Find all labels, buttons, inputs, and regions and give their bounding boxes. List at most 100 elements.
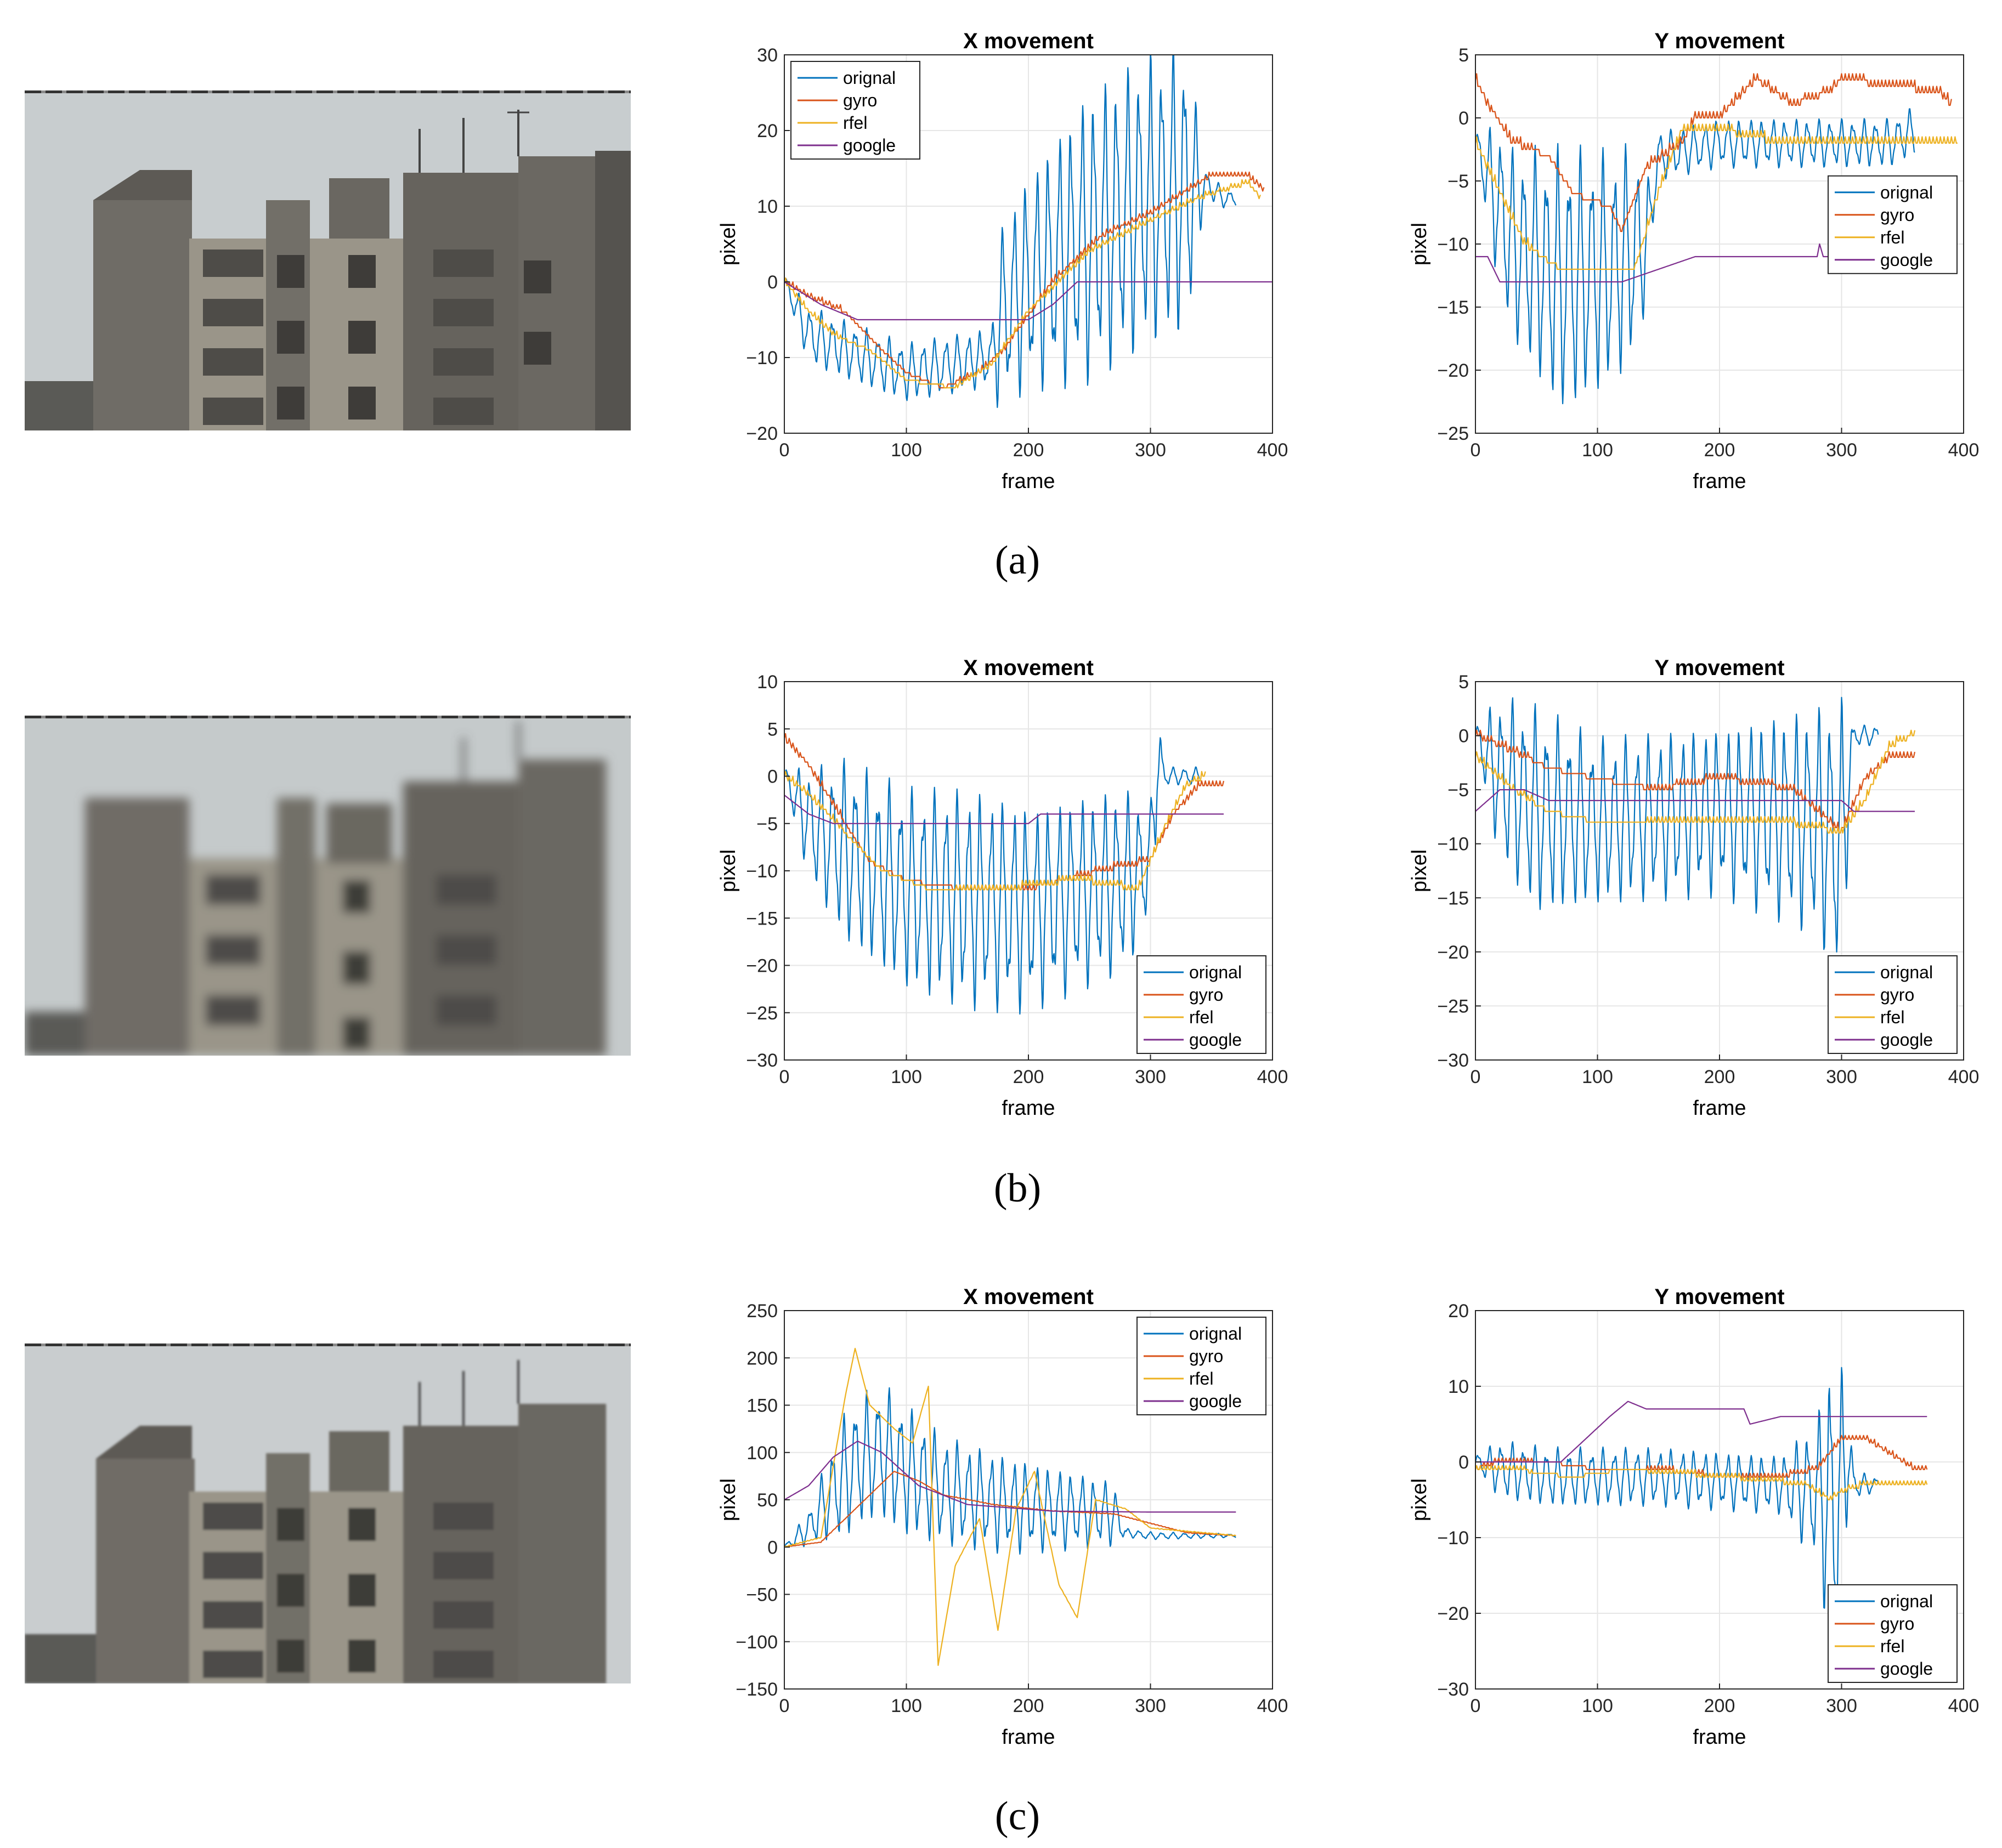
chart-svg: 0 100 200 300 400 −20 −10 0 10 20 30 X movement fram… bbox=[717, 29, 1288, 493]
x-tick-label: 400 bbox=[1257, 1696, 1288, 1716]
legend-label-orignal: orignal bbox=[1880, 962, 1933, 982]
y-tick-label: −15 bbox=[1437, 888, 1469, 909]
y-axis-label: pixel bbox=[1408, 849, 1431, 892]
y-tick-label: 5 bbox=[767, 719, 778, 740]
frame-border-line bbox=[25, 90, 631, 93]
y-tick-label: −10 bbox=[1437, 834, 1469, 855]
x-tick-label: 200 bbox=[1013, 1067, 1044, 1087]
x-axis-label: frame bbox=[1002, 1726, 1055, 1749]
building-illustration bbox=[25, 1344, 631, 1683]
chart-svg: 0 100 200 300 400 −30 −20 −10 0 10 20 Y movement fra… bbox=[1408, 1285, 1980, 1749]
series-line-rfel bbox=[1475, 729, 1916, 834]
x-tick-label: 100 bbox=[1582, 1696, 1613, 1716]
y-tick-label: −10 bbox=[746, 861, 778, 882]
y-tick-label: 200 bbox=[746, 1348, 778, 1369]
legend-label-orignal: orignal bbox=[1880, 183, 1933, 202]
legend-label-orignal: orignal bbox=[1189, 1324, 1242, 1344]
y-tick-label: −30 bbox=[746, 1050, 778, 1071]
y-axis-label: pixel bbox=[717, 849, 740, 892]
chart-title: Y movement bbox=[1654, 656, 1784, 680]
series-line-orignal bbox=[1475, 108, 1915, 405]
y-tick-label: −10 bbox=[1437, 1528, 1469, 1549]
y-tick-label: 250 bbox=[746, 1301, 778, 1322]
x-tick-label: 400 bbox=[1948, 1067, 1980, 1087]
y-tick-label: −5 bbox=[1447, 171, 1469, 192]
frame-border-line bbox=[25, 716, 631, 718]
chart-svg: 0 100 200 300 400 −25 −20 −15 −10 −5 0 5 Y movement f… bbox=[1408, 29, 1980, 493]
series-line-google bbox=[784, 281, 1273, 321]
legend-label-gyro: gyro bbox=[1880, 985, 1914, 1005]
x-tick-label: 100 bbox=[891, 1696, 922, 1716]
x-tick-label: 300 bbox=[1135, 440, 1166, 461]
y-tick-label: −25 bbox=[746, 1003, 778, 1024]
x-tick-label: 400 bbox=[1948, 1696, 1980, 1716]
chart-title: Y movement bbox=[1654, 29, 1784, 53]
legend-label-google: google bbox=[1189, 1030, 1242, 1050]
y-tick-label: 50 bbox=[757, 1490, 778, 1511]
y-tick-label: 10 bbox=[1448, 1376, 1469, 1397]
x-tick-label: 400 bbox=[1257, 1067, 1288, 1087]
series-line-rfel bbox=[784, 1347, 1236, 1666]
x-tick-label: 0 bbox=[779, 1067, 790, 1087]
legend-label-google: google bbox=[1880, 1030, 1933, 1050]
x-axis-label: frame bbox=[1693, 1726, 1746, 1749]
legend-label-gyro: gyro bbox=[1880, 205, 1914, 225]
legend-label-gyro: gyro bbox=[843, 90, 877, 110]
y-tick-label: −20 bbox=[1437, 942, 1469, 963]
x-tick-label: 300 bbox=[1826, 1696, 1857, 1716]
y-tick-label: 10 bbox=[757, 672, 778, 693]
legend-label-orignal: orignal bbox=[843, 68, 896, 88]
x-tick-label: 400 bbox=[1948, 440, 1980, 461]
chart-title: X movement bbox=[963, 656, 1094, 680]
series-group bbox=[1475, 696, 1916, 953]
series-line-google bbox=[784, 795, 1224, 824]
x-axis-label: frame bbox=[1693, 470, 1746, 493]
x-tick-label: 200 bbox=[1013, 440, 1044, 461]
y-axis-label: pixel bbox=[1408, 223, 1431, 265]
chart-b-y: 0 100 200 300 400 −30 −25 −20 −15 −10 −5 0 5 Y moveme… bbox=[1393, 651, 2002, 1172]
y-tick-label: 0 bbox=[1458, 1452, 1469, 1473]
building-illustration bbox=[25, 90, 631, 430]
chart-c-x: 0 100 200 300 400 −150 −100 −50 0 50 100 150 200 250 X… bbox=[702, 1280, 1437, 1801]
chart-a-y: 0 100 200 300 400 −25 −20 −15 −10 −5 0 5 Y movement f… bbox=[1393, 25, 2002, 546]
x-tick-label: 0 bbox=[779, 1696, 790, 1716]
y-tick-label: −20 bbox=[1437, 1603, 1469, 1624]
legend-label-rfel: rfel bbox=[1880, 1007, 1904, 1027]
chart-svg: 0 100 200 300 400 −150 −100 −50 0 50 100 150 200 250 X… bbox=[717, 1285, 1288, 1749]
series-group bbox=[784, 55, 1273, 408]
legend-label-google: google bbox=[843, 135, 896, 155]
x-axis-label: frame bbox=[1693, 1097, 1746, 1120]
chart-b-x: 0 100 200 300 400 −30 −25 −20 −15 −10 −5 0 5 10 X move… bbox=[702, 651, 1437, 1172]
y-tick-label: 20 bbox=[757, 121, 778, 141]
y-tick-label: −100 bbox=[736, 1632, 778, 1653]
series-line-gyro bbox=[784, 1471, 1236, 1548]
y-tick-label: 10 bbox=[757, 196, 778, 217]
y-tick-label: −5 bbox=[1447, 780, 1469, 801]
series-line-rfel bbox=[784, 179, 1261, 389]
y-tick-label: −25 bbox=[1437, 996, 1469, 1017]
y-tick-label: −5 bbox=[756, 814, 778, 835]
y-tick-label: 100 bbox=[746, 1443, 778, 1464]
x-tick-label: 100 bbox=[891, 1067, 922, 1087]
x-tick-label: 300 bbox=[1135, 1696, 1166, 1716]
legend-label-rfel: rfel bbox=[1880, 228, 1904, 247]
x-tick-label: 300 bbox=[1826, 1067, 1857, 1087]
y-tick-label: −15 bbox=[1437, 297, 1469, 318]
chart-title: X movement bbox=[963, 1285, 1094, 1309]
chart-svg: 0 100 200 300 400 −30 −25 −20 −15 −10 −5 0 5 10 X move… bbox=[717, 656, 1288, 1120]
x-tick-label: 300 bbox=[1826, 440, 1857, 461]
x-tick-label: 0 bbox=[1471, 440, 1481, 461]
legend-label-orignal: orignal bbox=[1189, 962, 1242, 982]
y-tick-label: 0 bbox=[767, 1537, 778, 1558]
x-tick-label: 200 bbox=[1704, 1067, 1735, 1087]
legend-label-rfel: rfel bbox=[1189, 1369, 1213, 1388]
series-line-orignal bbox=[784, 55, 1237, 408]
x-tick-label: 100 bbox=[891, 440, 922, 461]
y-tick-label: −10 bbox=[1437, 234, 1469, 255]
series-group bbox=[784, 733, 1225, 1015]
y-tick-label: −150 bbox=[736, 1679, 778, 1700]
caption-a: (a) bbox=[994, 538, 1040, 583]
y-tick-label: 0 bbox=[767, 767, 778, 787]
